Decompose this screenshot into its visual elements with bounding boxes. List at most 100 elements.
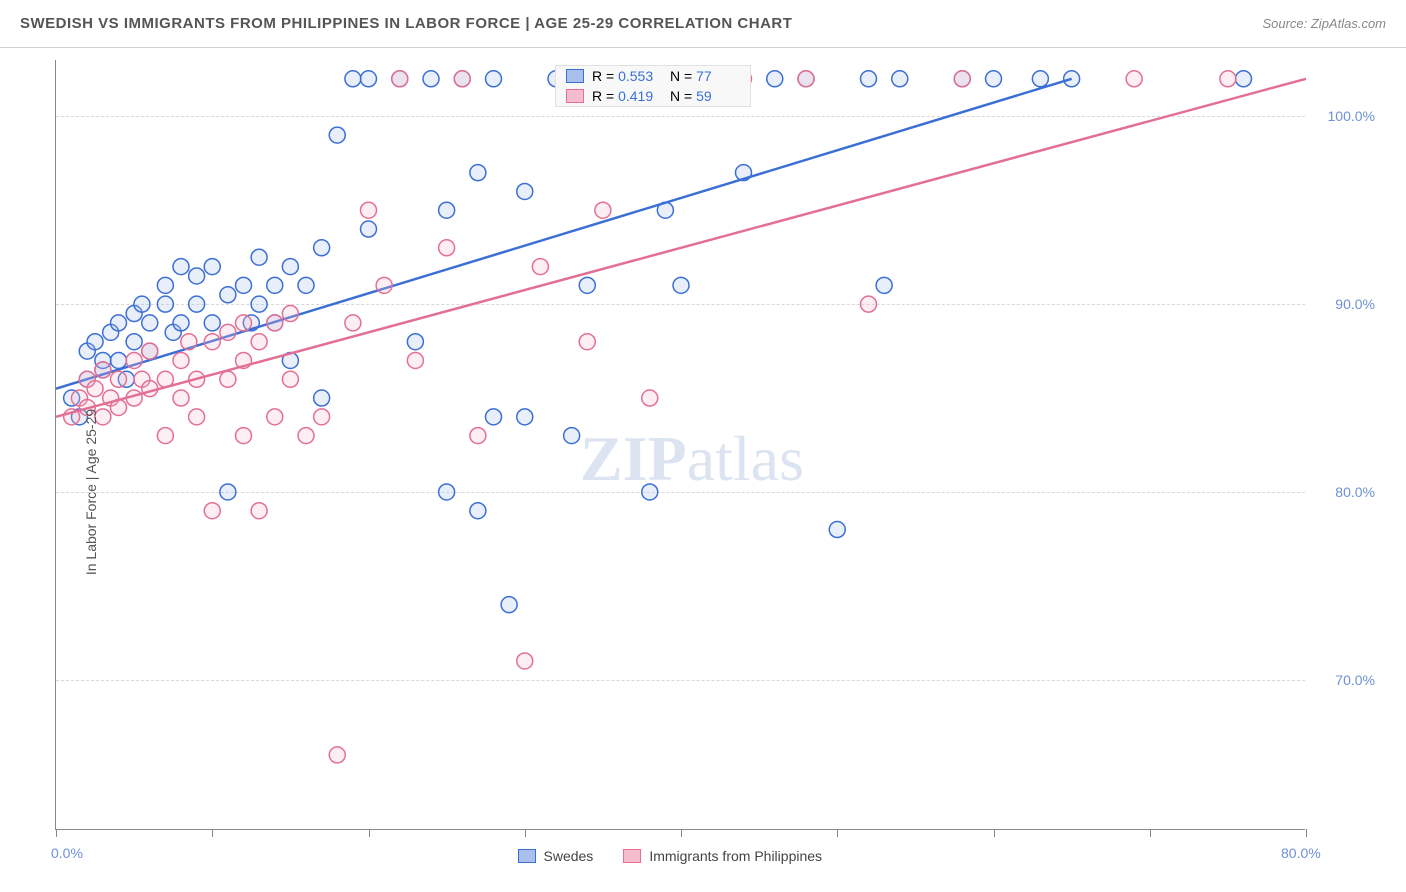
data-point	[157, 428, 173, 444]
data-point	[314, 409, 330, 425]
data-point	[876, 277, 892, 293]
y-tick-label: 90.0%	[1335, 296, 1375, 312]
data-point	[157, 277, 173, 293]
data-point	[251, 334, 267, 350]
legend-label: Immigrants from Philippines	[649, 848, 822, 864]
series-legend: Swedes Immigrants from Philippines	[518, 848, 823, 864]
data-point	[517, 183, 533, 199]
data-point	[345, 71, 361, 87]
data-point	[204, 315, 220, 331]
data-point	[126, 352, 142, 368]
x-tick	[1306, 829, 1307, 837]
data-point	[423, 71, 439, 87]
title-bar: SWEDISH VS IMMIGRANTS FROM PHILIPPINES I…	[0, 0, 1406, 48]
y-tick-label: 80.0%	[1335, 484, 1375, 500]
gridline	[56, 304, 1305, 305]
data-point	[657, 202, 673, 218]
data-point	[517, 409, 533, 425]
data-point	[157, 371, 173, 387]
data-point	[236, 277, 252, 293]
data-point	[454, 71, 470, 87]
data-point	[220, 371, 236, 387]
data-point	[251, 249, 267, 265]
data-point	[486, 71, 502, 87]
legend-label: Swedes	[544, 848, 594, 864]
x-tick	[994, 829, 995, 837]
source-attribution: Source: ZipAtlas.com	[1262, 16, 1386, 31]
n-label: N = 77	[670, 68, 740, 84]
data-point	[142, 381, 158, 397]
data-point	[329, 127, 345, 143]
r-label: R = 0.553	[592, 68, 662, 84]
trend-line	[56, 79, 1306, 417]
data-point	[111, 352, 127, 368]
trend-line	[56, 79, 1072, 389]
x-tick	[369, 829, 370, 837]
x-tick	[56, 829, 57, 837]
data-point	[111, 371, 127, 387]
data-point	[673, 277, 689, 293]
data-point	[126, 390, 142, 406]
data-point	[1126, 71, 1142, 87]
data-point	[736, 165, 752, 181]
data-point	[798, 71, 814, 87]
data-point	[173, 352, 189, 368]
data-point	[79, 371, 95, 387]
data-point	[204, 334, 220, 350]
x-tick-label: 0.0%	[51, 845, 83, 861]
data-point	[329, 747, 345, 763]
y-axis-title: In Labor Force | Age 25-29	[83, 408, 99, 574]
data-point	[87, 381, 103, 397]
chart-svg	[56, 60, 1306, 830]
y-tick-label: 70.0%	[1335, 672, 1375, 688]
data-point	[181, 334, 197, 350]
x-tick	[837, 829, 838, 837]
data-point	[282, 259, 298, 275]
data-point	[79, 371, 95, 387]
data-point	[798, 71, 814, 87]
data-point	[282, 371, 298, 387]
legend-item: Immigrants from Philippines	[623, 848, 822, 864]
legend-swatch	[623, 849, 641, 863]
data-point	[95, 362, 111, 378]
chart-title: SWEDISH VS IMMIGRANTS FROM PHILIPPINES I…	[20, 15, 792, 32]
data-point	[767, 71, 783, 87]
data-point	[642, 390, 658, 406]
data-point	[579, 334, 595, 350]
data-point	[243, 315, 259, 331]
data-point	[517, 653, 533, 669]
gridline	[56, 116, 1305, 117]
gridline	[56, 680, 1305, 681]
data-point	[118, 371, 134, 387]
data-point	[95, 362, 111, 378]
legend-item: Swedes	[518, 848, 594, 864]
legend-swatch	[566, 69, 584, 83]
data-point	[236, 315, 252, 331]
data-point	[470, 428, 486, 444]
data-point	[71, 390, 87, 406]
data-point	[282, 352, 298, 368]
data-point	[298, 277, 314, 293]
data-point	[189, 409, 205, 425]
n-label: N = 59	[670, 88, 740, 104]
data-point	[236, 352, 252, 368]
data-point	[126, 306, 142, 322]
y-tick-label: 100.0%	[1328, 108, 1375, 124]
data-point	[579, 277, 595, 293]
data-point	[79, 343, 95, 359]
data-point	[1236, 71, 1252, 87]
data-point	[439, 202, 455, 218]
data-point	[392, 71, 408, 87]
data-point	[267, 277, 283, 293]
data-point	[111, 315, 127, 331]
data-point	[173, 259, 189, 275]
data-point	[134, 371, 150, 387]
data-point	[64, 390, 80, 406]
data-point	[407, 334, 423, 350]
data-point	[142, 343, 158, 359]
data-point	[267, 409, 283, 425]
data-point	[361, 202, 377, 218]
legend-swatch	[518, 849, 536, 863]
data-point	[829, 522, 845, 538]
data-point	[204, 503, 220, 519]
